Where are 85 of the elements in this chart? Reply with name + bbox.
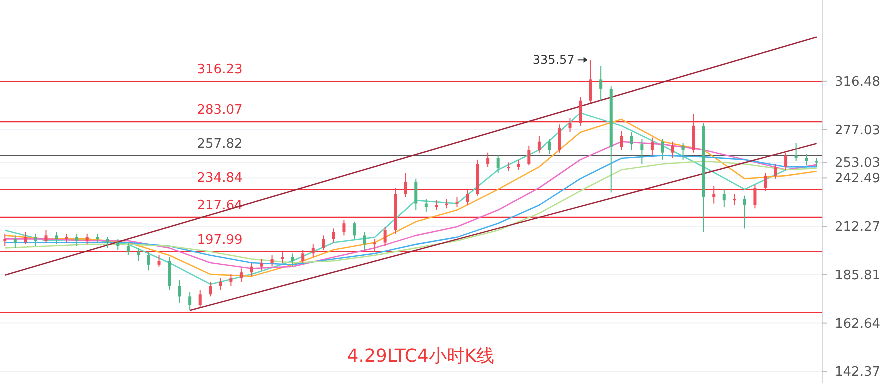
candlestick	[260, 258, 264, 272]
candlestick	[14, 235, 17, 249]
candlestick	[281, 251, 284, 264]
candlestick	[589, 60, 592, 104]
candlestick	[302, 250, 305, 264]
y-tick-label: 242.49	[835, 172, 880, 187]
candlestick	[630, 132, 634, 151]
candlestick	[414, 178, 418, 211]
candlestick	[805, 154, 808, 166]
candlestick	[650, 137, 654, 156]
candlestick	[188, 292, 192, 312]
candlestick	[743, 195, 746, 230]
ref-line-label: 234.84	[197, 170, 243, 186]
candlestick	[363, 232, 366, 251]
candlestick	[126, 242, 130, 256]
candlestick	[24, 232, 28, 246]
candlestick	[517, 159, 520, 171]
candlestick	[466, 189, 470, 206]
y-tick-label: 253.03	[835, 156, 880, 172]
candlestick	[579, 96, 582, 126]
candlestick	[548, 138, 552, 155]
candlestick	[250, 262, 254, 278]
candlestick	[528, 145, 531, 166]
candlestick	[672, 141, 675, 159]
candlestick	[722, 189, 726, 208]
candlestick	[137, 248, 140, 262]
candlestick	[240, 268, 243, 283]
candlestick	[178, 280, 182, 304]
candlestick	[496, 155, 500, 174]
candlestick	[270, 255, 274, 268]
candlestick	[147, 251, 150, 272]
ref-line-label: 217.64	[197, 198, 243, 214]
candlestick	[661, 138, 664, 160]
candlestick	[712, 186, 716, 204]
candlestick	[76, 233, 79, 247]
candlestick	[445, 198, 448, 210]
candlestick	[86, 233, 89, 246]
candlestick	[538, 136, 541, 154]
candlestick	[312, 244, 315, 258]
candlestick	[158, 255, 161, 268]
candlestick	[764, 172, 767, 192]
candlestick	[352, 221, 356, 240]
candlestick	[568, 118, 572, 133]
candlestick	[219, 278, 222, 292]
candlestick	[230, 274, 233, 287]
candlestick	[4, 233, 7, 247]
y-tick-label: 212.27	[835, 220, 880, 236]
candlestick	[754, 184, 757, 210]
candlestick	[44, 230, 48, 244]
candlestick	[322, 235, 326, 251]
candlestick	[733, 194, 736, 206]
candlestick	[640, 138, 644, 165]
candlestick	[342, 220, 346, 236]
candlestick	[435, 200, 438, 211]
candlestick	[55, 232, 58, 246]
candlestick	[784, 152, 788, 171]
candlestick	[404, 172, 408, 198]
candlestick	[794, 142, 798, 162]
candlestick	[34, 233, 38, 247]
ref-line-label: 197.99	[197, 232, 243, 248]
candlestick	[198, 290, 202, 308]
text: 4.29LTC4小时K线	[347, 346, 495, 367]
candlestick	[456, 196, 459, 208]
candlestick	[384, 226, 387, 247]
candlestick	[682, 142, 685, 160]
candlestick	[106, 236, 110, 249]
candlestick	[620, 130, 624, 151]
candlestick	[774, 164, 778, 180]
y-tick-label: 162.64	[835, 316, 880, 332]
candlestick	[116, 238, 120, 251]
annotation: 335.57	[532, 53, 575, 68]
ref-line-label: 257.82	[197, 136, 243, 152]
ref-line-label: 316.23	[197, 62, 243, 78]
candlestick	[209, 282, 212, 298]
y-tick-label: 185.81	[835, 268, 880, 284]
candlestick	[291, 253, 294, 268]
candlestick	[424, 198, 428, 212]
candlestick	[332, 228, 336, 244]
candlestick	[600, 66, 603, 102]
y-tick-label: 142.37	[835, 365, 880, 380]
candlestick	[558, 124, 562, 154]
ref-line-label: 283.07	[197, 102, 243, 118]
y-tick-label: 277.03	[835, 123, 880, 138]
candlestick	[486, 152, 490, 168]
y-tick-label: 316.48	[835, 74, 880, 90]
